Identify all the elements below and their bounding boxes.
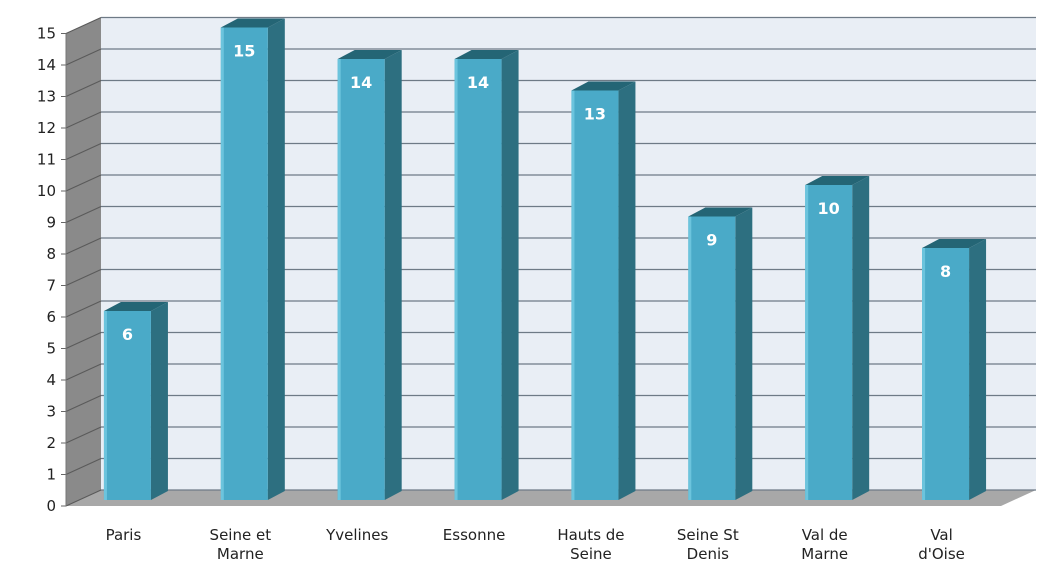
data-label: 9 — [706, 231, 717, 250]
bar: 14 — [337, 50, 402, 500]
bar-front — [103, 311, 151, 500]
bar-front — [922, 248, 970, 500]
gridline-side — [65, 111, 102, 129]
bar-highlight — [805, 185, 809, 500]
bar-front — [688, 216, 736, 500]
y-tick-label: 2 — [46, 434, 56, 452]
bar-highlight — [220, 27, 224, 500]
side-wall — [66, 17, 101, 506]
gridline-side — [65, 489, 102, 507]
bar-top — [688, 207, 753, 217]
bar: 8 — [922, 239, 987, 500]
data-label: 14 — [350, 73, 372, 92]
gridline-side — [65, 269, 102, 286]
y-tick-label: 9 — [46, 214, 56, 232]
data-label: 13 — [584, 105, 606, 124]
bar-side — [384, 50, 402, 500]
bar-side — [618, 81, 636, 500]
bar-side — [501, 50, 519, 500]
y-tick-label: 1 — [46, 466, 56, 484]
bar-front — [805, 185, 853, 500]
y-tick-label: 10 — [37, 182, 56, 200]
gridline-side — [65, 48, 102, 66]
y-tick-label: 14 — [37, 56, 56, 74]
x-tick-label: Seine St Denis — [677, 526, 739, 563]
bar-highlight — [688, 216, 692, 500]
x-tick-label: Paris — [106, 526, 142, 544]
y-tick-label: 7 — [46, 277, 56, 295]
bar-highlight — [337, 59, 341, 500]
gridline-side — [65, 300, 102, 318]
y-tick-label: 11 — [37, 151, 56, 169]
back-wall — [101, 17, 1036, 490]
data-label: 6 — [122, 325, 133, 344]
bar-top — [220, 18, 285, 28]
bar-front — [337, 59, 385, 500]
gridline-side — [65, 174, 102, 192]
bar-side — [267, 18, 285, 500]
gridline-side — [65, 80, 102, 97]
y-tick-label: 15 — [37, 25, 56, 43]
bar-top — [454, 50, 519, 59]
x-tick-label: Yvelines — [325, 526, 388, 544]
bar-top — [103, 302, 168, 311]
bar-front — [220, 27, 268, 500]
bar-side — [150, 302, 168, 500]
bar-top — [571, 81, 636, 91]
x-axis-labels: Paris Seine et Marne Yvelines Essonne Hauts d… — [106, 526, 965, 563]
bar: 9 — [688, 207, 753, 500]
bar-top — [805, 176, 870, 185]
y-tick-label: 0 — [46, 497, 56, 515]
y-tick-label: 3 — [46, 403, 56, 421]
x-tick-label: Seine et Marne — [210, 526, 272, 563]
bar: 6 — [103, 302, 168, 500]
bar: 15 — [220, 18, 285, 500]
gridline-side — [65, 363, 102, 381]
gridline-side — [65, 17, 102, 34]
chart-walls — [66, 17, 1036, 506]
bar-side — [735, 207, 753, 500]
bar-top — [337, 50, 402, 59]
x-tick-label: Val d'Oise — [918, 526, 965, 563]
y-tick-label: 12 — [37, 119, 56, 137]
bar-highlight — [922, 248, 926, 500]
x-tick-label: Essonne — [443, 526, 506, 544]
y-tick-label: 13 — [37, 88, 56, 106]
data-label: 10 — [818, 199, 840, 218]
y-tick-label: 4 — [46, 371, 56, 389]
bar: 14 — [454, 50, 519, 500]
gridline-side — [65, 143, 102, 160]
data-label: 8 — [940, 262, 951, 281]
bars: 6 15 14 14 13 9 10 8 — [103, 18, 987, 500]
bar-highlight — [103, 311, 107, 500]
data-label: 14 — [467, 73, 489, 92]
y-tick-label: 5 — [46, 340, 56, 358]
gridline-side — [65, 395, 102, 412]
y-tick-label: 6 — [46, 308, 56, 326]
bar-highlight — [571, 90, 575, 500]
gridline-side — [65, 458, 102, 475]
gridline-side — [65, 332, 102, 349]
x-tick-label: Val de Marne — [801, 526, 848, 563]
bar-side — [852, 176, 870, 500]
y-tick-label: 8 — [46, 245, 56, 263]
gridline-side — [65, 426, 102, 444]
bar-side — [969, 239, 987, 500]
bar-front — [571, 90, 619, 500]
gridline-side — [65, 206, 102, 223]
gridline-side — [65, 237, 102, 255]
bar-top — [922, 239, 987, 248]
data-label: 15 — [233, 42, 255, 61]
floor — [66, 490, 1036, 506]
bar: 10 — [805, 176, 870, 500]
x-tick-label: Hauts de Seine — [557, 526, 624, 563]
bar: 13 — [571, 81, 636, 500]
bar-highlight — [454, 59, 458, 500]
bar-front — [454, 59, 502, 500]
